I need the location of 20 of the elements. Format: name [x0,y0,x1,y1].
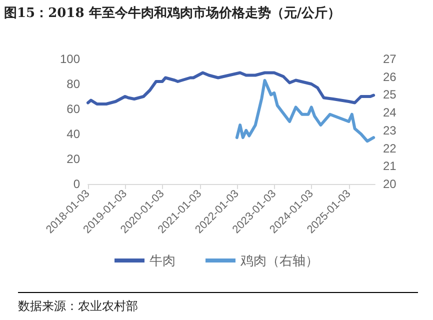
source-note: 数据来源：农业农村部 [18,292,418,315]
y-tick-label: 60 [66,102,80,116]
line-series [235,78,376,143]
y-tick-label: 20 [66,152,80,166]
legend-label: 牛肉 [150,253,176,268]
y2-tick-label: 27 [383,52,397,66]
y2-tick-label: 21 [383,159,397,174]
line-series [86,71,376,106]
y2-tick-label: 20 [383,177,397,191]
y-tick-label: 100 [60,52,80,66]
y2-tick-label: 25 [383,88,397,102]
y2-tick-label: 23 [383,123,397,138]
y2-tick-label: 22 [383,141,397,156]
y-tick-label: 80 [66,77,80,91]
y-tick-label: 0 [73,177,80,191]
y-tick-label: 40 [66,127,80,141]
y2-tick-label: 26 [383,70,397,84]
y2-tick-label: 24 [383,106,397,120]
legend-label: 鸡肉（右轴） [240,253,318,268]
chart-title: 图15：2018 年至今牛肉和鸡肉市场价格走势（元/公斤） [4,4,341,22]
